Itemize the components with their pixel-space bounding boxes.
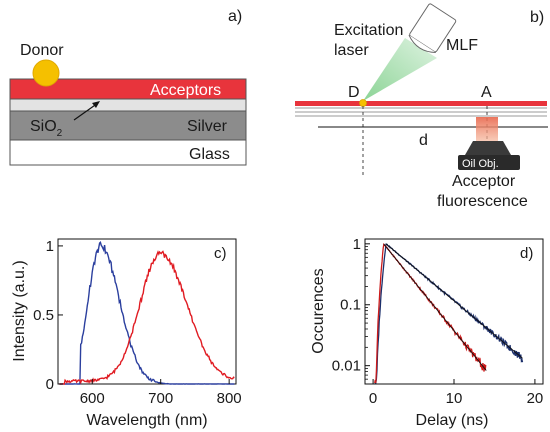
acceptor-fluo-label-line2: fluorescence	[437, 193, 528, 210]
plot-d-xtick-label: 0	[369, 390, 377, 407]
plot-d-panel-label: d)	[520, 245, 533, 262]
plot-c-xtick-label: 800	[217, 390, 242, 407]
plot-c-ytick-label: 0	[46, 376, 54, 393]
plot-d-curves	[374, 242, 524, 384]
mlf-lens	[408, 3, 457, 53]
plot-c-curves	[59, 240, 235, 385]
plot-c-xtick-label: 600	[80, 390, 105, 407]
glass-layer	[9, 139, 247, 166]
plot-d-frame	[364, 238, 544, 385]
plot-d-ylabel: Occurences	[310, 268, 327, 353]
mlf-label: MLF	[446, 37, 478, 54]
plot-c-xtick-label: 700	[148, 390, 173, 407]
donor-point-label: D	[348, 84, 360, 101]
distance-label: d	[419, 132, 428, 149]
silver-label: Silver	[187, 118, 228, 135]
decay-series-1	[374, 243, 524, 384]
sio2-label: SiO2	[30, 118, 63, 139]
sio2-pointer-head	[92, 101, 100, 108]
excitation-label-line1: Excitation	[334, 22, 403, 39]
plot-c-ylabel: Intensity (a.u.)	[11, 260, 28, 361]
spectrum-series-2	[59, 250, 235, 385]
acceptor-point-label: A	[481, 84, 492, 101]
panel-c: 600 700 800 0 0.5 1 c) Wavelength (nm) Intens…	[11, 238, 242, 429]
donor-point	[359, 99, 367, 107]
plot-d-xtick-label: 20	[527, 390, 544, 407]
sio2-layer	[9, 98, 247, 112]
decay-fit-1	[385, 243, 523, 359]
plot-d-xlabel: Delay (ns)	[416, 412, 489, 429]
plot-d-ticks: 0 10 20 0.01 0.1 1	[332, 236, 543, 407]
plot-d-ytick-label: 0.1	[340, 297, 361, 314]
panel-a-label: a)	[228, 8, 242, 25]
plot-d-ytick-label: 0.01	[332, 358, 361, 375]
plot-c-ytick-label: 1	[46, 238, 54, 255]
objective-body	[458, 155, 520, 170]
fluorescence-cone	[476, 117, 498, 141]
panel-b: b) Excitation laser MLF D A d	[295, 3, 548, 210]
donor-label: Donor	[20, 42, 64, 59]
panel-d: 0 10 20 0.01 0.1 1 d) Delay (ns) Occurences	[310, 236, 544, 429]
sio2-pointer-arrow	[73, 102, 99, 121]
laser-beam	[363, 38, 437, 101]
excitation-label-line2: laser	[334, 42, 369, 59]
plot-c-ytick-label: 0.5	[33, 307, 54, 324]
panel-b-label: b)	[530, 9, 544, 26]
plot-c-frame	[57, 238, 237, 385]
acceptors-layer	[9, 78, 247, 100]
plot-c-ticks: 600 700 800 0 0.5 1	[33, 238, 242, 407]
objective-label: Oil Obj.	[462, 158, 499, 170]
glass-label: Glass	[189, 146, 230, 163]
objective-top	[465, 141, 511, 155]
silver-layer	[9, 110, 247, 141]
acceptors-label: Acceptors	[150, 82, 221, 99]
plot-c-xlabel: Wavelength (nm)	[86, 412, 207, 429]
spectrum-series-1	[59, 240, 235, 385]
acceptor-fluo-label-line1: Acceptor	[452, 173, 516, 190]
plot-d-ytick-label: 1	[353, 236, 361, 253]
panel-a: a) Donor Acceptors SiO2 Silver Glass	[9, 8, 247, 166]
decay-fit-2	[383, 243, 487, 371]
plot-c-panel-label: c)	[214, 245, 227, 262]
plot-d-xtick-label: 10	[446, 390, 463, 407]
donor-molecule	[32, 59, 60, 87]
acceptor-film	[295, 101, 547, 106]
